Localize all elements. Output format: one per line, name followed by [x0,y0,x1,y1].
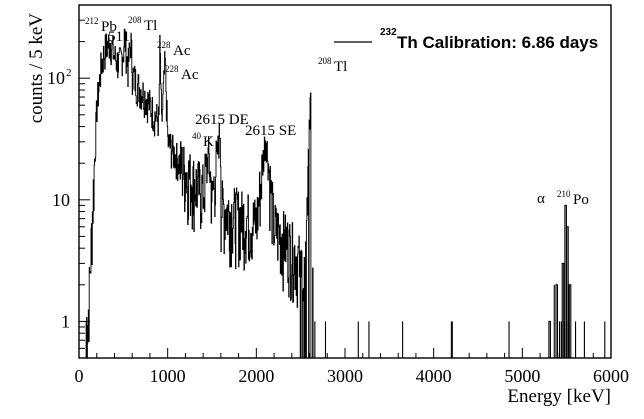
annotation-ac228a: Ac [173,43,191,59]
annotation-tl208a: Tl [144,18,157,34]
y-tick-exponent: 2 [66,67,72,79]
x-tick-label: 0 [75,366,84,386]
y-axis-title: counts / 5 keV [26,13,47,124]
annotation-sup-tl208a: 208 [128,15,142,25]
annotation-k40: K [203,134,214,150]
annotation-alpha: α [537,191,545,207]
x-tick-label: 3000 [327,366,363,386]
annotation-e511: 511 [108,29,130,45]
annotation-de2615: 2615 DE [195,112,249,128]
legend-label: Th Calibration: 6.86 days [397,33,598,52]
annotation-po210: Po [573,192,589,208]
x-tick-label: 6000 [593,366,629,386]
annotation-sup-k40: 40 [192,131,202,141]
annotation-sup-po210: 210 [557,189,571,199]
annotation-ac228b: Ac [181,67,199,83]
x-tick-label: 4000 [416,366,452,386]
y-tick-label: 10 [52,190,70,210]
x-tick-label: 2000 [238,366,274,386]
annotation-se2615: 2615 SE [245,123,296,139]
spectrum-histogram [85,28,315,359]
x-tick-label: 5000 [504,366,540,386]
annotation-tl208b: Tl [334,59,347,75]
annotation-sup-ac228a: 228 [157,40,171,50]
annotation-pb212: Pb [101,19,117,35]
annotation-sup-pb212: 212 [85,16,99,26]
annotation-sup-tl208b: 208 [318,56,332,66]
y-tick-label: 1 [61,311,70,331]
axis-ticks [78,4,612,359]
x-tick-label: 1000 [150,366,186,386]
annotation-sup-ac228b: 228 [165,64,179,74]
y-tick-label: 10 [47,68,65,88]
legend: 232 Th Calibration: 6.86 days [334,27,598,52]
legend-sup: 232 [380,27,397,38]
x-axis-title: Energy [keV] [507,386,611,407]
